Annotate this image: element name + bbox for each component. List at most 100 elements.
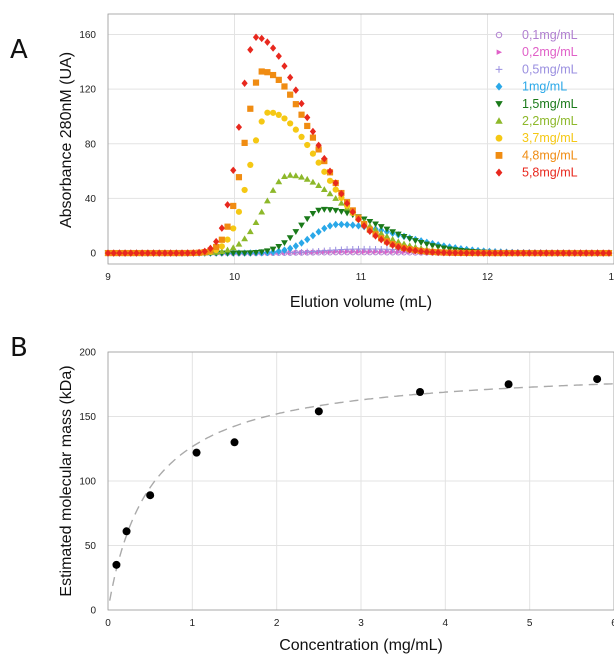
elution-point [377,224,385,230]
elution-point [264,38,271,46]
elution-point [435,248,442,257]
elution-point [332,207,340,214]
elution-point [514,249,521,257]
elution-point [263,248,271,255]
elution-point [116,249,123,257]
elution-point [349,208,356,216]
elution-point [383,246,391,253]
elution-y-tick-label: 0 [90,249,96,260]
elution-x-tick-label: 10 [229,272,241,283]
elution-point [224,223,231,230]
elution-point [577,249,584,257]
elution-point [315,182,323,189]
elution-point [246,250,254,257]
elution-point [543,249,550,257]
elution-chart-frame [107,13,614,265]
elution-point [281,246,288,254]
elution-point [144,249,151,257]
elution-point [600,249,607,257]
elution-point [292,101,299,108]
elution-point [298,173,305,180]
elution-point [446,249,453,257]
elution-x-tick-label: 9 [105,272,111,283]
elution-point [275,247,282,255]
elution-point [309,210,317,217]
elution-point [321,168,328,175]
elution-point [218,248,226,254]
elution-point [292,249,299,256]
elution-point [156,249,163,257]
elution-point [411,238,419,245]
mass-y-tick-label: 150 [79,412,96,423]
elution-point [218,224,225,232]
mass-x-tick-label: 4 [443,618,449,629]
elution-point [281,115,288,122]
elution-point [309,127,317,136]
elution-point [394,231,402,238]
elution-point [474,249,482,257]
elution-point [372,221,379,228]
legend-marker [496,49,503,55]
elution-chart: 9 10 11 12 13 0 40 80 120 160 0,1mg/mL 0,2mg/mL 0,5… [58,13,614,311]
elution-point [298,239,305,247]
elution-point [298,99,305,108]
elution-point [486,249,493,257]
elution-point [269,246,277,253]
elution-point [287,73,294,82]
elution-y-axis-title: Absorbance 280nM (UA) [58,52,75,228]
elution-point [309,134,317,141]
elution-point [292,126,299,133]
elution-point [560,249,567,257]
elution-point [235,123,243,131]
elution-point [218,236,225,243]
elution-point [287,244,294,253]
mass-data-point [230,438,239,447]
elution-point [201,247,208,256]
mass-data-point [146,491,155,500]
legend-label: 1,5mg/mL [522,97,578,111]
elution-point [303,216,311,223]
elution-point [315,146,322,153]
elution-point [235,250,243,257]
elution-point [361,222,368,230]
elution-x-axis-title: Elution volume (mL) [290,294,432,311]
elution-y-tick-label: 80 [85,139,97,150]
elution-point [264,109,271,116]
elution-point [383,233,391,240]
elution-point [252,219,260,226]
mass-x-axis-title: Concentration (mg/mL) [279,637,443,654]
elution-point [389,229,397,236]
elution-point [235,208,243,215]
elution-point [377,229,385,236]
elution-point [321,247,328,254]
elution-point [332,179,339,187]
mass-chart-frame [107,351,614,611]
elution-point [252,137,260,144]
elution-point [258,208,266,215]
elution-point [258,249,266,256]
elution-point [372,232,379,240]
elution-point [167,249,174,257]
elution-point [326,247,334,254]
mass-x-tick-label: 3 [358,618,364,629]
elution-y-tick-label: 120 [79,85,96,96]
legend-label: 4,8mg/mL [522,148,578,162]
elution-point [383,226,391,233]
mass-y-tick-label: 0 [90,606,96,617]
elution-point [457,249,465,257]
elution-point [229,244,237,251]
elution-point [275,76,282,83]
elution-point [520,249,527,257]
elution-point [235,240,243,247]
elution-point [554,249,561,257]
elution-point [133,249,140,257]
elution-point [304,113,311,122]
elution-x-tick-label: 13 [608,272,614,283]
elution-point [286,235,294,242]
mass-y-tick-label: 50 [85,541,97,552]
elution-point [104,249,112,257]
elution-point [338,246,345,253]
elution-point [213,237,220,246]
elution-point [400,244,408,253]
